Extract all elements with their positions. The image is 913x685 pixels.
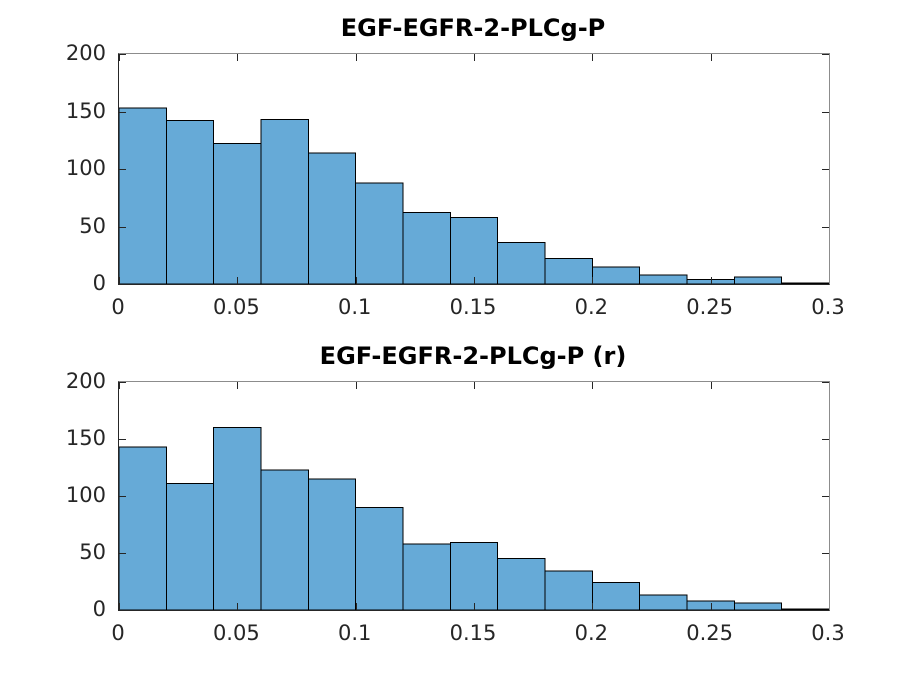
y-tick-label: 100 [65, 156, 106, 180]
histogram-svg [119, 54, 829, 284]
x-tick-label: 0.1 [337, 295, 372, 319]
x-tick-label: 0.3 [811, 621, 845, 645]
histogram-bar [402, 543, 451, 610]
histogram-bar [213, 143, 262, 284]
histogram-bar [591, 582, 641, 610]
chart-title-bottom: EGF-EGFR-2-PLCg-P (r) [319, 342, 627, 370]
x-tick-label: 0.1 [337, 621, 372, 645]
histogram-bar [213, 427, 262, 610]
histogram-bar [307, 478, 357, 610]
x-tick-label: 0.25 [686, 295, 734, 319]
histogram-bar [307, 152, 357, 284]
x-tick-label: 0.15 [449, 295, 497, 319]
y-tick-label: 150 [65, 98, 106, 123]
histogram-bar [733, 276, 783, 284]
histogram-bar [119, 107, 167, 284]
x-tick-label: 0 [111, 295, 125, 319]
histogram-bar [733, 602, 783, 610]
y-tick-label: 200 [65, 41, 106, 65]
histogram-bar [544, 570, 593, 610]
x-tick-label: 0.15 [449, 621, 497, 645]
x-tick-label: 0 [111, 621, 125, 645]
histogram-bar [449, 216, 499, 284]
histogram-bar [544, 258, 593, 284]
y-tick-label: 200 [65, 369, 106, 393]
histogram-bar [165, 120, 215, 284]
histogram-bar [165, 482, 215, 610]
x-tick-label: 0.05 [212, 295, 260, 319]
histogram-svg [119, 382, 829, 610]
histogram-bar [119, 446, 167, 610]
histogram-bar [355, 506, 404, 610]
histogram-bar [639, 274, 688, 284]
histogram-bar [497, 242, 546, 284]
histogram-bar [781, 608, 829, 610]
histogram-bar [686, 600, 735, 610]
histogram-bar [402, 212, 451, 284]
y-tick-label: 0 [92, 597, 106, 621]
x-tick-label: 0.2 [574, 295, 609, 319]
histogram-bar [686, 278, 735, 284]
chart-title-top: EGF-EGFR-2-PLCg-P [340, 14, 606, 42]
y-tick-label: 100 [65, 483, 106, 507]
histogram-bar [449, 542, 499, 610]
x-tick-label: 0.05 [212, 621, 260, 645]
plot-area-bottom [118, 381, 830, 611]
y-tick-label: 150 [65, 426, 106, 450]
plot-area-top [118, 53, 830, 285]
y-tick-label: 50 [79, 540, 106, 564]
histogram-bar [639, 594, 688, 610]
histogram-bar [260, 119, 309, 284]
histogram-bar [781, 282, 829, 284]
histogram-bar [497, 558, 546, 610]
y-tick-label: 50 [79, 213, 106, 238]
x-tick-label: 0.2 [574, 621, 609, 645]
histogram-bar [355, 182, 404, 284]
histogram-bar [260, 469, 309, 610]
x-tick-label: 0.25 [686, 621, 734, 645]
y-tick-label: 0 [92, 271, 106, 295]
histogram-bar [591, 266, 641, 284]
x-tick-label: 0.3 [811, 295, 845, 319]
